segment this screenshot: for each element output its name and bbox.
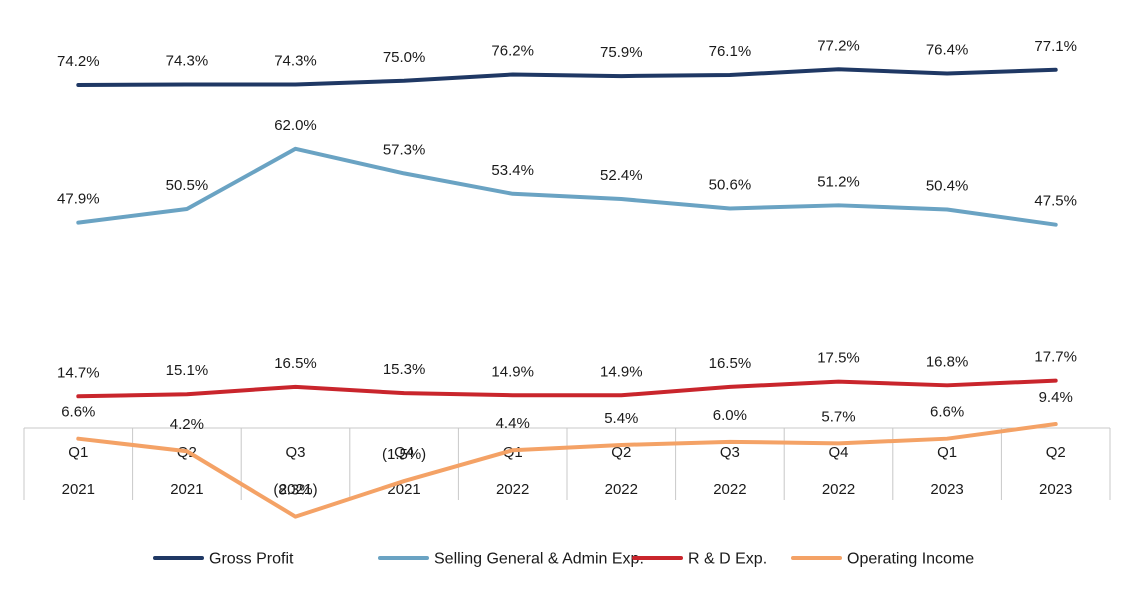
data-label: 4.2% bbox=[170, 416, 204, 433]
data-label: 6.0% bbox=[713, 407, 747, 424]
data-label: 16.5% bbox=[709, 355, 752, 372]
tick-label-year: 2022 bbox=[822, 481, 855, 498]
tick-label-quarter: Q3 bbox=[285, 444, 305, 461]
tick-label-year: 2021 bbox=[170, 481, 203, 498]
data-label: 74.3% bbox=[274, 52, 317, 69]
data-label: 74.3% bbox=[166, 52, 209, 69]
tick-label-quarter: Q1 bbox=[937, 444, 957, 461]
tick-label-quarter: Q2 bbox=[611, 444, 631, 461]
data-label: 16.8% bbox=[926, 353, 969, 370]
legend-label: R & D Exp. bbox=[688, 551, 767, 568]
series-line-1 bbox=[76, 146, 1058, 227]
data-label: 53.4% bbox=[491, 162, 534, 179]
data-label: 5.4% bbox=[604, 410, 638, 427]
data-label: 4.4% bbox=[496, 415, 530, 432]
data-label: 74.2% bbox=[57, 53, 100, 70]
data-label: 14.9% bbox=[600, 363, 643, 380]
data-label: 6.6% bbox=[61, 404, 95, 421]
data-label: 47.9% bbox=[57, 191, 100, 208]
tick-label-year: 2022 bbox=[605, 481, 638, 498]
tick-label-quarter: Q4 bbox=[828, 444, 848, 461]
tick-label-quarter: Q2 bbox=[1046, 444, 1066, 461]
tick-label-quarter: Q4 bbox=[394, 444, 414, 461]
legend-label: Gross Profit bbox=[209, 551, 294, 568]
data-label: 76.4% bbox=[926, 41, 969, 58]
data-label: 50.4% bbox=[926, 177, 969, 194]
tick-label-quarter: Q1 bbox=[68, 444, 88, 461]
data-label: 14.9% bbox=[491, 363, 534, 380]
data-label: 50.6% bbox=[709, 176, 752, 193]
data-label: 62.0% bbox=[274, 117, 317, 134]
data-label: 17.7% bbox=[1034, 349, 1077, 366]
data-label: 6.6% bbox=[930, 404, 964, 421]
data-label: 15.1% bbox=[166, 362, 209, 379]
data-label: 76.1% bbox=[709, 43, 752, 60]
data-label: 57.3% bbox=[383, 141, 426, 158]
data-label: (1.5%) bbox=[382, 446, 426, 463]
legend: Gross Profit Selling General & Admin Exp.… bbox=[153, 551, 974, 568]
data-labels: 74.2% 74.3% 74.3% 75.0% 76.2% 75.9% 76.1% 77.2%… bbox=[57, 37, 1077, 498]
category-axis-table: Q12021Q22021Q32021Q42021Q12022Q22022Q320… bbox=[23, 427, 1111, 500]
series-line-2 bbox=[76, 378, 1058, 399]
data-label: 17.5% bbox=[817, 350, 860, 367]
tick-label-year: 2022 bbox=[496, 481, 529, 498]
data-label: 76.2% bbox=[491, 42, 534, 59]
tick-label-year: 2023 bbox=[930, 481, 963, 498]
data-label: 75.0% bbox=[383, 49, 426, 66]
data-label: 16.5% bbox=[274, 355, 317, 372]
data-label: 51.2% bbox=[817, 173, 860, 190]
tick-label-quarter: Q3 bbox=[720, 444, 740, 461]
data-label: 77.1% bbox=[1034, 38, 1077, 55]
data-label: 52.4% bbox=[600, 167, 643, 184]
data-label: 5.7% bbox=[821, 408, 855, 425]
data-label: 14.7% bbox=[57, 364, 100, 381]
data-label: 47.5% bbox=[1034, 193, 1077, 210]
tick-label-year: 2021 bbox=[279, 481, 312, 498]
data-label: 77.2% bbox=[817, 37, 860, 54]
data-label: (8.3%) bbox=[273, 482, 317, 499]
data-label: 9.4% bbox=[1039, 389, 1073, 406]
data-label: 75.9% bbox=[600, 44, 643, 61]
series-line-3 bbox=[76, 422, 1058, 519]
legend-label: Operating Income bbox=[847, 551, 974, 568]
legend-label: Selling General & Admin Exp. bbox=[434, 551, 644, 568]
series-lines bbox=[76, 67, 1058, 519]
series-line-0 bbox=[76, 67, 1058, 87]
tick-label-year: 2021 bbox=[62, 481, 95, 498]
data-label: 15.3% bbox=[383, 361, 426, 378]
tick-label-year: 2023 bbox=[1039, 481, 1072, 498]
tick-label-year: 2022 bbox=[713, 481, 746, 498]
data-label: 50.5% bbox=[166, 177, 209, 194]
